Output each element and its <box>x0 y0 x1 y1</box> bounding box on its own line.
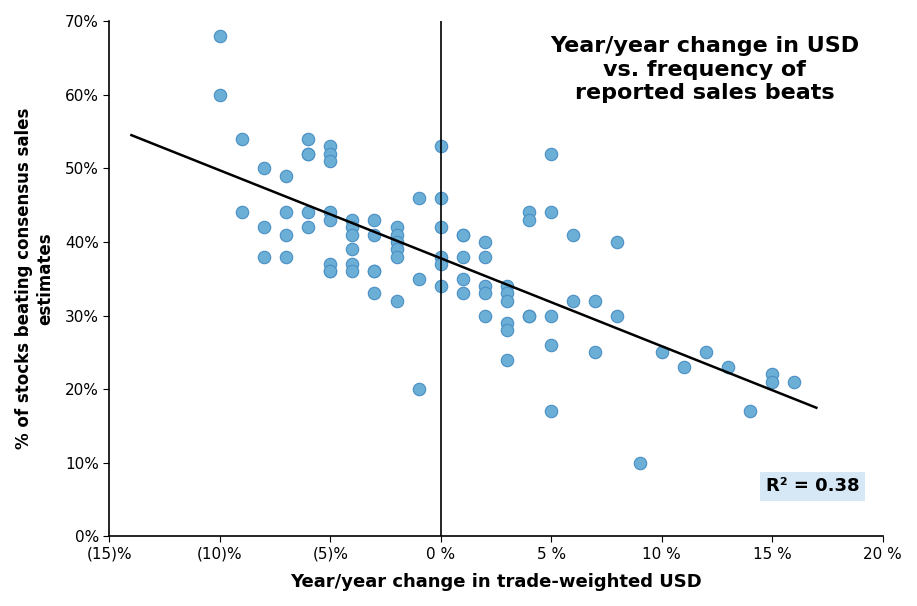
Point <box>257 222 271 232</box>
Point <box>544 311 558 321</box>
Point <box>323 259 337 269</box>
Point <box>677 362 691 372</box>
Point <box>500 325 514 335</box>
Point <box>213 90 227 99</box>
Point <box>323 141 337 151</box>
Point <box>412 274 426 284</box>
Point <box>456 288 470 298</box>
Point <box>655 347 669 357</box>
Point <box>434 222 448 232</box>
Point <box>389 244 403 254</box>
Point <box>522 311 536 321</box>
Point <box>412 384 426 394</box>
Text: Year/year change in USD
vs. frequency of
reported sales beats: Year/year change in USD vs. frequency of… <box>550 36 859 103</box>
Point <box>456 230 470 239</box>
Point <box>389 296 403 305</box>
Point <box>434 141 448 151</box>
Point <box>478 237 492 247</box>
Point <box>522 311 536 321</box>
Point <box>367 267 381 276</box>
Point <box>522 208 536 218</box>
Point <box>434 252 448 262</box>
Point <box>345 244 359 254</box>
Point <box>345 230 359 239</box>
Point <box>544 340 558 350</box>
Point <box>500 355 514 365</box>
Point <box>367 230 381 239</box>
Y-axis label: % of stocks beating consensus sales
estimates: % of stocks beating consensus sales esti… <box>15 108 54 450</box>
Point <box>588 347 602 357</box>
Point <box>456 230 470 239</box>
Point <box>544 407 558 416</box>
Point <box>787 377 801 387</box>
Point <box>301 208 315 218</box>
Point <box>279 208 293 218</box>
Point <box>434 259 448 269</box>
Point <box>721 362 735 372</box>
Point <box>610 237 624 247</box>
Point <box>765 370 779 379</box>
Point <box>434 193 448 202</box>
Point <box>235 134 249 144</box>
Text: R² = 0.38: R² = 0.38 <box>766 478 859 495</box>
Point <box>301 134 315 144</box>
Point <box>345 267 359 276</box>
Point <box>566 296 580 305</box>
Point <box>367 288 381 298</box>
Point <box>412 193 426 202</box>
Point <box>235 208 249 218</box>
Point <box>500 288 514 298</box>
Point <box>456 252 470 262</box>
Point <box>478 311 492 321</box>
Point <box>323 267 337 276</box>
Point <box>632 458 646 468</box>
Point <box>345 259 359 269</box>
Point <box>765 377 779 387</box>
Point <box>279 230 293 239</box>
Point <box>389 237 403 247</box>
Point <box>323 208 337 218</box>
Point <box>478 252 492 262</box>
Point <box>345 222 359 232</box>
Point <box>544 148 558 158</box>
Point <box>257 252 271 262</box>
Point <box>500 318 514 328</box>
Point <box>610 311 624 321</box>
Point <box>213 31 227 41</box>
Point <box>367 267 381 276</box>
Point <box>323 267 337 276</box>
Point <box>367 215 381 225</box>
Point <box>544 208 558 218</box>
Point <box>279 171 293 181</box>
Point <box>389 230 403 239</box>
Point <box>478 281 492 291</box>
Point <box>434 281 448 291</box>
Point <box>301 148 315 158</box>
Point <box>500 281 514 291</box>
Point <box>566 230 580 239</box>
Point <box>257 164 271 173</box>
Point <box>522 215 536 225</box>
Point <box>743 407 757 416</box>
Point <box>323 215 337 225</box>
Point <box>500 296 514 305</box>
Point <box>478 288 492 298</box>
Point <box>699 347 713 357</box>
Point <box>301 148 315 158</box>
Point <box>588 296 602 305</box>
Point <box>301 222 315 232</box>
Point <box>279 252 293 262</box>
Point <box>345 215 359 225</box>
Point <box>323 156 337 166</box>
X-axis label: Year/year change in trade-weighted USD: Year/year change in trade-weighted USD <box>290 573 702 591</box>
Point <box>456 274 470 284</box>
Point <box>323 148 337 158</box>
Point <box>389 252 403 262</box>
Point <box>389 222 403 232</box>
